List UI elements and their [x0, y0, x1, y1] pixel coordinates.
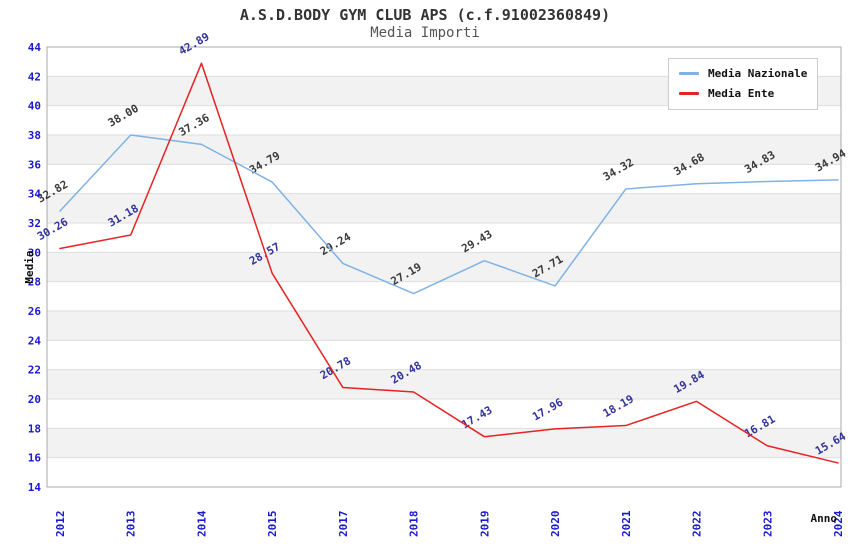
legend-line-swatch-ente	[679, 91, 699, 95]
x-tick-label: 2022	[691, 511, 704, 538]
plot-border	[46, 46, 842, 488]
x-tick-label: 2021	[620, 510, 633, 537]
y-tick-label: 20	[28, 393, 41, 406]
y-tick-label: 34	[28, 188, 42, 201]
y-tick-label: 22	[28, 364, 41, 377]
y-tick-labels: 14 16 18 20 22 24 26 28 30 32 34 36 38 40 42 44	[28, 41, 42, 494]
y-tick-label: 42	[28, 70, 41, 83]
background-bands	[47, 76, 841, 458]
y-tick-label: 14	[28, 481, 42, 494]
x-tick-label: 2019	[478, 511, 491, 538]
y-tick-label: 18	[28, 422, 41, 435]
data-label: 42.89	[176, 30, 211, 58]
y-tick-label: 30	[28, 246, 41, 259]
legend-label-nazionale: Media Nazionale	[708, 66, 808, 80]
y-tick-label: 32	[28, 217, 41, 230]
y-tick-label: 28	[28, 276, 41, 289]
data-label: 17.96	[530, 396, 566, 424]
x-axis-title: Anno	[810, 512, 838, 525]
x-tick-label: 2018	[408, 511, 421, 538]
data-label: 17.43	[459, 403, 494, 431]
x-tick-label: 2017	[337, 511, 350, 538]
y-axis-title: Media	[23, 250, 36, 284]
y-tick-label: 26	[28, 305, 42, 318]
x-tick-label: 2012	[54, 511, 67, 538]
legend-entry-ente: Media Ente	[679, 83, 807, 103]
x-tick-label: 2020	[549, 511, 562, 538]
legend: Media Nazionale Media Ente	[668, 58, 819, 110]
y-tick-label: 24	[28, 334, 42, 347]
y-tick-label: 44	[28, 41, 42, 54]
x-tick-label: 2015	[266, 511, 279, 538]
legend-entry-nazionale: Media Nazionale	[679, 63, 807, 83]
series-line-media-nazionale	[59, 134, 839, 295]
data-label: 29.43	[459, 227, 494, 255]
x-tick-label: 2024	[832, 510, 845, 537]
y-tick-label: 38	[28, 129, 41, 142]
y-tick-label: 36	[28, 158, 42, 171]
x-tick-label: 2014	[195, 510, 208, 537]
y-tick-label: 16	[28, 452, 42, 465]
legend-line-swatch-nazionale	[679, 71, 699, 75]
chart-subtitle: Media Importi	[370, 25, 480, 41]
chart-title: A.S.D.BODY GYM CLUB APS (c.f.91002360849…	[239, 6, 611, 24]
y-tick-label: 40	[28, 100, 41, 113]
gridlines	[47, 75, 841, 459]
x-tick-label: 2013	[125, 511, 138, 538]
x-tick-label: 2023	[761, 511, 774, 538]
legend-label-ente: Media Ente	[708, 86, 775, 100]
series-line-media-ente	[59, 62, 839, 464]
x-tick-labels: 2012 2013 2014 2015 2017 2018 2019 2020 2021 2022…	[54, 510, 845, 537]
